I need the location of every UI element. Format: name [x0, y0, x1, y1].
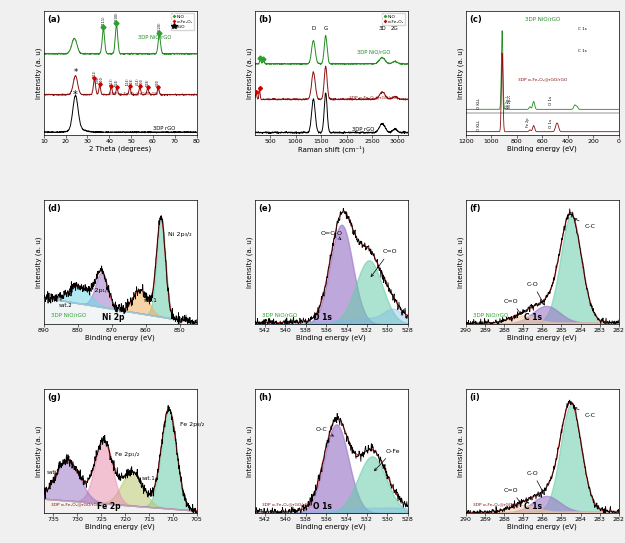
Text: 3DP α-Fe₂O₃@rGO/rGO: 3DP α-Fe₂O₃@rGO/rGO [518, 78, 567, 81]
Text: (a): (a) [47, 15, 60, 23]
Text: 3DP α-Fe₂O₃@rGO/rGO: 3DP α-Fe₂O₃@rGO/rGO [474, 503, 522, 507]
Text: C-C: C-C [574, 407, 596, 418]
Text: O-C: O-C [316, 427, 333, 436]
Text: (024): (024) [115, 79, 119, 86]
Text: 3DP α-Fe₂O₃@rGO/rGO: 3DP α-Fe₂O₃@rGO/rGO [109, 91, 159, 95]
Text: C=O: C=O [371, 249, 397, 276]
Text: C 1s: C 1s [578, 49, 587, 53]
Text: 3DP NiO/rGO: 3DP NiO/rGO [51, 313, 87, 318]
Text: Fe 2p₃/₂: Fe 2p₃/₂ [180, 422, 204, 427]
Y-axis label: Intensity (a. u): Intensity (a. u) [458, 425, 464, 477]
Text: Fe 2p: Fe 2p [526, 117, 530, 127]
Text: O 1s: O 1s [313, 313, 332, 323]
Text: O=C-O: O=C-O [321, 231, 343, 239]
Text: 3DP NiO/rGO: 3DP NiO/rGO [524, 17, 560, 22]
Text: C=O: C=O [504, 299, 521, 314]
Text: (220): (220) [158, 21, 161, 31]
Text: O 1s: O 1s [313, 502, 332, 512]
Text: *: * [73, 90, 78, 100]
Text: (d): (d) [47, 204, 61, 212]
Text: sat.1: sat.1 [142, 477, 156, 482]
Text: (c): (c) [469, 15, 482, 23]
Text: 3DP rGO: 3DP rGO [352, 127, 374, 132]
Y-axis label: Intensity (a. u): Intensity (a. u) [458, 47, 464, 99]
Text: (111): (111) [101, 16, 106, 26]
Text: (012): (012) [92, 70, 96, 77]
Text: O 1s: O 1s [549, 96, 553, 105]
Text: Ni 2p₁/₂: Ni 2p₁/₂ [86, 288, 110, 293]
Y-axis label: Intensity (a. u): Intensity (a. u) [247, 425, 253, 477]
Text: 3DP NiO/rGO: 3DP NiO/rGO [262, 313, 298, 318]
Text: (113): (113) [109, 77, 113, 85]
Text: Ni 2p₃/₂: Ni 2p₃/₂ [508, 95, 512, 108]
Text: O KLL: O KLL [477, 98, 481, 109]
Y-axis label: Intensity (a. u): Intensity (a. u) [36, 236, 42, 288]
X-axis label: Binding energy (eV): Binding energy (eV) [86, 523, 155, 530]
Legend: NiO, α-Fe₂O₃: NiO, α-Fe₂O₃ [381, 13, 406, 25]
Y-axis label: Intensity (a. u): Intensity (a. u) [458, 236, 464, 288]
Text: 2G: 2G [391, 26, 399, 31]
Text: (300): (300) [156, 79, 160, 86]
Legend: NiO, α-Fe₂O₃, rGO: NiO, α-Fe₂O₃, rGO [171, 13, 194, 30]
Text: (b): (b) [258, 15, 272, 23]
Y-axis label: Intensity (a. u): Intensity (a. u) [247, 47, 253, 99]
Text: C-O: C-O [527, 471, 544, 495]
Text: C 1s: C 1s [524, 502, 542, 512]
Text: O KLL: O KLL [477, 120, 481, 131]
Text: Ni 2p₃/₂: Ni 2p₃/₂ [168, 231, 191, 237]
Text: sat.2: sat.2 [47, 470, 61, 475]
Text: 3DP α-Fe₂O₃@rGO/rGO: 3DP α-Fe₂O₃@rGO/rGO [262, 503, 312, 507]
X-axis label: Binding energy (eV): Binding energy (eV) [508, 146, 577, 152]
Text: (e): (e) [258, 204, 271, 212]
Text: sat.1: sat.1 [144, 298, 158, 303]
Text: 3DP NiO/rGO: 3DP NiO/rGO [474, 313, 509, 318]
Text: (i): (i) [469, 393, 479, 401]
Text: 3D: 3D [378, 26, 386, 31]
Text: (200): (200) [114, 11, 119, 21]
Text: C 1s: C 1s [578, 27, 587, 31]
Y-axis label: Intensity (a. u): Intensity (a. u) [247, 236, 253, 288]
Text: C-O: C-O [527, 282, 544, 305]
Text: 3DP NiO/rGO: 3DP NiO/rGO [357, 49, 390, 54]
Text: 3DP NiO/rGO: 3DP NiO/rGO [138, 34, 171, 39]
Text: C-C: C-C [574, 218, 596, 229]
Text: Ni 2p₁/₂: Ni 2p₁/₂ [506, 95, 509, 108]
X-axis label: 2 Theta (degrees): 2 Theta (degrees) [89, 146, 151, 152]
Text: *: * [73, 68, 78, 77]
Text: Ni 2p: Ni 2p [102, 313, 124, 323]
X-axis label: Raman shift (cm⁻¹): Raman shift (cm⁻¹) [298, 146, 364, 153]
Text: (116)
(018): (116) (018) [126, 78, 134, 85]
Text: 3DP α-Fe₂O₃@rGO/rGO: 3DP α-Fe₂O₃@rGO/rGO [51, 503, 101, 507]
X-axis label: Binding energy (eV): Binding energy (eV) [296, 523, 366, 530]
Text: 3DP rGO: 3DP rGO [153, 126, 175, 131]
Text: (214)
(300): (214) (300) [136, 77, 144, 85]
Text: O 1s: O 1s [549, 119, 553, 128]
X-axis label: Binding energy (eV): Binding energy (eV) [296, 334, 366, 341]
Text: D: D [311, 26, 316, 31]
Text: Fe 2p: Fe 2p [98, 502, 121, 512]
Text: 3DP α-Fe₂O₃@rGO/rGO: 3DP α-Fe₂O₃@rGO/rGO [349, 95, 398, 99]
Text: sat.2: sat.2 [59, 303, 72, 308]
X-axis label: Binding energy (eV): Binding energy (eV) [86, 334, 155, 341]
Text: G: G [324, 26, 328, 31]
Text: (018): (018) [146, 79, 150, 86]
Text: Fe 2p₁/₂: Fe 2p₁/₂ [116, 452, 139, 457]
X-axis label: Binding energy (eV): Binding energy (eV) [508, 523, 577, 530]
Text: (104)
(110): (104) (110) [96, 76, 104, 83]
Text: C=O: C=O [504, 488, 521, 504]
Y-axis label: Intensity (a. u): Intensity (a. u) [36, 425, 42, 477]
Y-axis label: Intensity (a. u): Intensity (a. u) [36, 47, 42, 99]
Text: C 1s: C 1s [524, 313, 542, 323]
X-axis label: Binding energy (eV): Binding energy (eV) [508, 334, 577, 341]
Text: (h): (h) [258, 393, 272, 401]
Text: (g): (g) [47, 393, 61, 401]
Text: O-Fe: O-Fe [374, 449, 400, 471]
Text: (f): (f) [469, 204, 481, 212]
